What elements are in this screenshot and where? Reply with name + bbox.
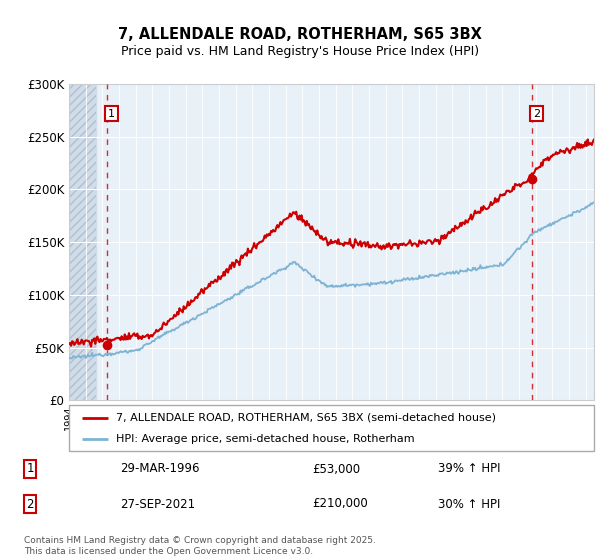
Text: 27-SEP-2021: 27-SEP-2021 (120, 497, 195, 511)
Text: 1: 1 (108, 109, 115, 119)
Text: Price paid vs. HM Land Registry's House Price Index (HPI): Price paid vs. HM Land Registry's House … (121, 45, 479, 58)
Text: £53,000: £53,000 (312, 463, 360, 475)
Text: 2: 2 (26, 497, 34, 511)
Text: £210,000: £210,000 (312, 497, 368, 511)
Text: 30% ↑ HPI: 30% ↑ HPI (438, 497, 500, 511)
Text: 39% ↑ HPI: 39% ↑ HPI (438, 463, 500, 475)
Bar (69, 84, 95, 400)
Text: 29-MAR-1996: 29-MAR-1996 (120, 463, 199, 475)
Text: 7, ALLENDALE ROAD, ROTHERHAM, S65 3BX (semi-detached house): 7, ALLENDALE ROAD, ROTHERHAM, S65 3BX (s… (116, 413, 496, 423)
Text: 7, ALLENDALE ROAD, ROTHERHAM, S65 3BX: 7, ALLENDALE ROAD, ROTHERHAM, S65 3BX (118, 27, 482, 42)
Text: 1: 1 (26, 463, 34, 475)
Text: Contains HM Land Registry data © Crown copyright and database right 2025.
This d: Contains HM Land Registry data © Crown c… (24, 536, 376, 556)
Bar (69, 84, 95, 400)
Text: 2: 2 (533, 109, 540, 119)
Text: HPI: Average price, semi-detached house, Rotherham: HPI: Average price, semi-detached house,… (116, 435, 415, 444)
FancyBboxPatch shape (69, 405, 594, 451)
